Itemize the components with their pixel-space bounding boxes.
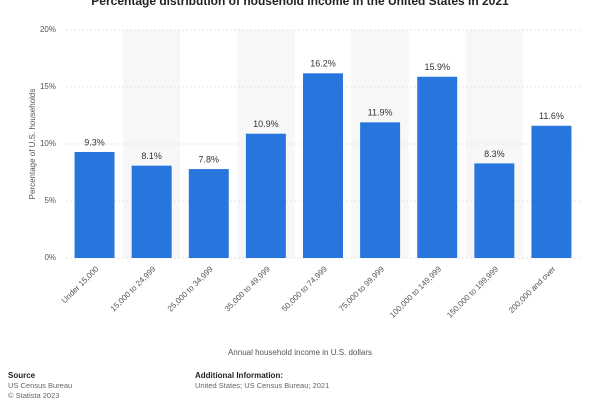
x-axis-label: Annual household income in U.S. dollars: [228, 348, 372, 357]
bar: [360, 122, 401, 258]
bar: [245, 133, 286, 258]
x-tick-label: 200,000 and over: [507, 264, 558, 315]
value-label: 10.9%: [253, 119, 279, 129]
x-tick-label: 75,000 to 99,999: [337, 264, 386, 313]
value-label: 8.3%: [484, 149, 505, 159]
additional-info-label: Additional Information:: [195, 371, 283, 380]
value-label: 7.8%: [199, 154, 220, 164]
value-label: 8.1%: [141, 151, 162, 161]
value-label: 9.3%: [84, 137, 105, 147]
y-tick-label: 10%: [40, 139, 56, 148]
bar: [131, 165, 172, 258]
x-tick-label: 100,000 to 149,999: [388, 264, 444, 320]
bar: [531, 125, 572, 258]
value-label: 11.6%: [539, 111, 564, 121]
bar: [188, 169, 229, 258]
x-tick-label: 50,000 to 74,999: [280, 264, 329, 313]
bar: [303, 73, 343, 258]
value-label: 15.9%: [424, 62, 450, 72]
x-tick-label: Under 15,000: [60, 264, 101, 305]
y-tick-label: 20%: [40, 25, 56, 34]
value-label: 16.2%: [310, 59, 336, 69]
bar: [474, 163, 515, 258]
x-tick-label: 25,000 to 34,999: [166, 264, 215, 313]
value-label: 11.9%: [368, 108, 393, 118]
x-tick-label: 15,000 to 24,999: [109, 264, 158, 313]
x-tick-label: 150,000 to 199,999: [445, 264, 501, 320]
source-label: Source: [8, 371, 36, 380]
y-tick-label: 0%: [44, 253, 56, 262]
source-line: © Statista 2023: [8, 391, 59, 400]
additional-info: United States; US Census Bureau; 2021: [195, 381, 329, 390]
x-tick-label: 35,000 to 49,999: [223, 264, 272, 313]
y-axis-label: Percentage of U.S. households: [28, 89, 37, 200]
chart-title: Percentage distribution of household inc…: [91, 0, 509, 8]
y-tick-label: 15%: [40, 82, 56, 91]
bar: [417, 76, 458, 259]
bar: [74, 151, 115, 258]
y-tick-label: 5%: [44, 196, 56, 205]
source-line: US Census Bureau: [8, 381, 72, 390]
